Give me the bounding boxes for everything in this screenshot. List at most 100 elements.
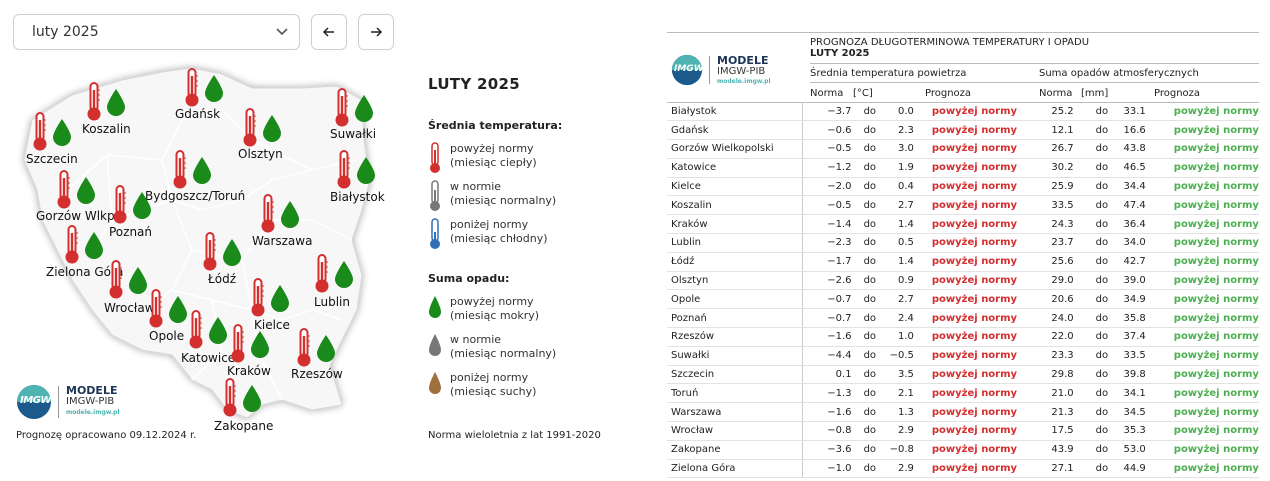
precip-prognosis: powyżej normy	[1153, 459, 1259, 479]
drop-dry-icon	[429, 372, 441, 394]
drop-wet-icon	[205, 75, 223, 102]
precip-do: do	[1075, 346, 1115, 366]
next-month-button[interactable]	[358, 14, 394, 50]
city-name: Toruń	[667, 383, 804, 404]
temp-to: 2.7	[884, 289, 922, 310]
temp-prognosis: powyżej normy	[921, 102, 1034, 122]
temp-do: do	[851, 139, 885, 159]
precip-to: 44.9	[1114, 459, 1154, 479]
temp-do: do	[851, 289, 885, 310]
precip-do: do	[1075, 421, 1115, 441]
temp-to: −0.5	[884, 346, 922, 366]
precip-prognosis: powyżej normy	[1153, 120, 1259, 141]
precip-from: 25.2	[1033, 102, 1076, 122]
logo-url: modele.imgw.pl	[66, 409, 120, 416]
precip-do: do	[1075, 402, 1115, 423]
legend-temp-normal: w normie (miesiąc normalny)	[428, 180, 648, 212]
precip-do: do	[1075, 271, 1115, 291]
precip-to: 33.5	[1114, 346, 1154, 366]
arrow-right-icon	[371, 27, 383, 37]
temp-do: do	[851, 120, 885, 141]
precip-do: do	[1075, 308, 1115, 329]
col-precip-unit: [mm]	[1081, 88, 1109, 99]
precip-from: 20.6	[1033, 289, 1076, 310]
precip-from: 22.0	[1033, 327, 1076, 347]
drop-normal-icon	[429, 334, 441, 356]
precip-do: do	[1075, 120, 1115, 141]
temp-to: 2.4	[884, 308, 922, 329]
precip-do: do	[1075, 327, 1115, 347]
thermometer-warm-icon	[337, 150, 351, 189]
precip-do: do	[1075, 177, 1115, 197]
precip-prognosis: powyżej normy	[1153, 402, 1259, 423]
legend-precip-normal: w normie (miesiąc normalny)	[428, 333, 648, 361]
temp-from: −4.4	[802, 346, 852, 366]
table-row: Wrocław −0.8 do 2.9 powyżej normy 17.5 do 35.3 p…	[667, 421, 1259, 441]
precip-to: 16.6	[1114, 120, 1154, 141]
drop-wet-icon	[317, 335, 335, 362]
temp-from: −1.7	[802, 252, 852, 272]
temp-do: do	[851, 402, 885, 423]
temp-to: 2.1	[884, 383, 922, 404]
thermometer-warm-icon	[109, 260, 123, 299]
thermometer-warm-icon	[173, 150, 187, 189]
city-name: Suwałki	[667, 346, 804, 366]
city-label-zielona-gora: Zielona Góra	[46, 265, 124, 279]
legend-precip-above-l1: powyżej normy	[450, 295, 534, 308]
temp-do: do	[851, 421, 885, 441]
temp-prognosis: powyżej normy	[921, 252, 1034, 272]
table-top-rule	[667, 32, 1259, 33]
temp-from: −2.6	[802, 271, 852, 291]
precip-prognosis: powyżej normy	[1153, 195, 1259, 216]
logo-table-subtitle: IMGW-PIB	[717, 66, 766, 77]
precip-do: do	[1075, 195, 1115, 216]
precip-from: 27.1	[1033, 459, 1076, 479]
city-label-opole: Opole	[149, 329, 185, 343]
temp-do: do	[851, 195, 885, 216]
precip-to: 39.0	[1114, 271, 1154, 291]
drop-wet-icon	[355, 95, 373, 122]
city-name: Wrocław	[667, 421, 804, 441]
precip-to: 33.1	[1114, 102, 1154, 122]
city-name: Koszalin	[667, 195, 804, 216]
city-label-lublin: Lublin	[314, 295, 350, 309]
drop-wet-icon	[335, 261, 353, 288]
thermometer-warm-icon	[87, 82, 101, 121]
thermometer-cold-icon	[430, 218, 440, 249]
precip-from: 29.0	[1033, 271, 1076, 291]
temp-to: 0.4	[884, 177, 922, 197]
month-select[interactable]: luty 2025	[13, 14, 300, 50]
city-label-kielce: Kielce	[254, 318, 290, 332]
drop-wet-icon	[223, 239, 241, 266]
table-row: Poznań −0.7 do 2.4 powyżej normy 24.0 do 35.8 po…	[667, 308, 1259, 329]
poland-map: Gdańsk Koszalin Suwałki Szczecin Olsztyn…	[12, 60, 412, 440]
temp-prognosis: powyżej normy	[921, 346, 1034, 366]
temp-do: do	[851, 233, 885, 253]
temp-from: −0.5	[802, 195, 852, 216]
drop-wet-icon	[271, 285, 289, 312]
drop-wet-icon	[129, 267, 147, 294]
legend-precip-above: powyżej normy (miesiąc mokry)	[428, 295, 648, 323]
col-precip-norma: Norma	[1039, 88, 1073, 99]
previous-month-button[interactable]	[311, 14, 347, 50]
temp-to: 3.5	[884, 365, 922, 385]
temp-prognosis: powyżej normy	[921, 459, 1034, 479]
thermometer-warm-icon	[33, 112, 47, 151]
table-row: Warszawa −1.6 do 1.3 powyżej normy 21.3 do 34.5…	[667, 402, 1259, 423]
temp-to: 0.5	[884, 233, 922, 253]
thermometer-warm-icon	[57, 170, 71, 209]
temp-from: −1.2	[802, 158, 852, 178]
temp-do: do	[851, 102, 885, 122]
temp-do: do	[851, 459, 885, 479]
temp-prognosis: powyżej normy	[921, 177, 1034, 197]
city-label-bialystok: Białystok	[330, 190, 385, 204]
city-label-gdansk: Gdańsk	[175, 107, 221, 121]
group-precip-header: Suma opadów atmosferycznych	[1039, 68, 1199, 79]
temp-from: −0.8	[802, 421, 852, 441]
thermometer-warm-icon	[243, 108, 257, 147]
logo-table-title: MODELE	[717, 54, 769, 67]
temp-prognosis: powyżej normy	[921, 158, 1034, 178]
norm-period-note: Norma wieloletnia z lat 1991-2020	[428, 430, 601, 441]
precip-prognosis: powyżej normy	[1153, 271, 1259, 291]
col-temp-prognoza: Prognoza	[925, 88, 972, 99]
